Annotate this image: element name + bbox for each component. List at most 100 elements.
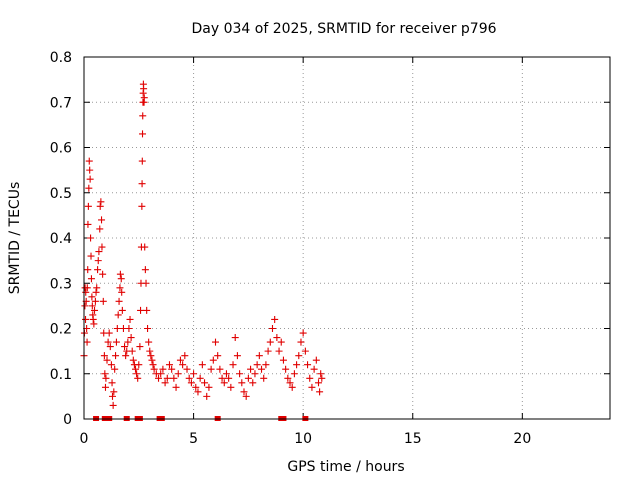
data-point <box>149 361 157 369</box>
data-point <box>94 257 102 265</box>
data-point <box>284 374 292 382</box>
data-point <box>207 365 215 373</box>
data-point <box>141 243 149 251</box>
data-point <box>194 388 202 396</box>
data-point <box>84 202 92 210</box>
data-point <box>88 293 96 301</box>
data-point <box>218 374 226 382</box>
data-point <box>253 361 261 369</box>
data-point <box>126 315 134 323</box>
data-point <box>258 365 266 373</box>
data-point <box>299 329 307 337</box>
data-point <box>140 94 148 102</box>
data-point <box>161 379 169 387</box>
data-point <box>85 157 93 165</box>
data-point <box>168 365 176 373</box>
data-point <box>86 175 94 183</box>
data-points <box>80 80 326 409</box>
data-point <box>190 370 198 378</box>
data-point <box>121 343 129 351</box>
data-point <box>94 266 102 274</box>
data-point <box>275 347 283 355</box>
data-point <box>233 352 241 360</box>
x-tick-label: 20 <box>513 431 531 447</box>
data-point <box>157 370 165 378</box>
grid-lines <box>84 57 610 419</box>
data-point <box>113 325 121 332</box>
data-point <box>310 365 318 373</box>
data-point <box>308 383 316 391</box>
data-point <box>316 388 324 396</box>
data-point <box>112 352 120 360</box>
data-point <box>288 383 296 391</box>
data-point <box>290 370 298 378</box>
data-point <box>87 234 95 242</box>
data-point <box>95 248 103 256</box>
data-point <box>317 370 325 378</box>
data-point <box>268 325 276 332</box>
data-point <box>143 306 151 314</box>
data-point <box>286 379 294 387</box>
data-point <box>142 279 150 287</box>
data-point <box>89 315 97 323</box>
data-point <box>297 338 305 346</box>
y-tick-label: 0.5 <box>50 186 72 202</box>
data-point <box>91 306 99 314</box>
data-point <box>201 379 209 387</box>
data-point <box>231 334 239 342</box>
x-tick-label: 0 <box>80 431 89 447</box>
chart-title: Day 034 of 2025, SRMTID for receiver p79… <box>191 21 496 37</box>
data-point <box>83 284 91 292</box>
data-point <box>238 379 246 387</box>
data-point <box>262 361 270 369</box>
data-point <box>222 370 230 378</box>
x-tick-label: 5 <box>189 431 198 447</box>
data-point <box>212 338 219 346</box>
data-point <box>203 392 211 400</box>
data-point <box>140 85 148 93</box>
data-point <box>205 383 213 391</box>
data-point <box>150 365 158 373</box>
data-point <box>87 275 95 283</box>
plot-frame <box>83 56 611 420</box>
data-point <box>96 225 104 233</box>
data-point <box>117 275 125 283</box>
data-point <box>122 352 130 360</box>
data-point <box>260 374 268 382</box>
data-point <box>144 325 152 332</box>
data-point <box>214 352 222 360</box>
data-point <box>104 338 112 346</box>
data-point <box>90 320 98 328</box>
data-point <box>106 343 114 351</box>
data-point <box>277 338 285 346</box>
data-point <box>247 365 255 373</box>
data-point <box>99 297 107 305</box>
data-point <box>103 356 111 364</box>
data-point <box>179 361 187 369</box>
data-point <box>92 288 100 296</box>
data-point <box>138 180 146 188</box>
data-point <box>102 374 110 382</box>
data-point <box>172 383 180 391</box>
y-tick-label: 0.7 <box>50 95 72 111</box>
data-point <box>282 365 290 373</box>
data-point <box>128 347 136 355</box>
data-point <box>138 202 146 210</box>
data-point <box>97 198 105 206</box>
data-point <box>83 338 91 346</box>
data-point <box>209 356 217 364</box>
data-point <box>100 352 108 360</box>
y-axis-label: SRMTID / TECUs <box>7 182 23 295</box>
data-point <box>244 374 252 382</box>
data-point <box>225 374 233 382</box>
data-point <box>81 302 89 310</box>
data-point <box>170 374 178 382</box>
data-point <box>118 288 126 296</box>
data-point <box>101 383 109 391</box>
data-point <box>198 361 206 369</box>
y-tick-label: 0.3 <box>50 276 72 292</box>
data-point <box>112 338 120 346</box>
data-point <box>196 374 204 382</box>
data-point <box>139 130 147 138</box>
data-point <box>306 374 314 382</box>
